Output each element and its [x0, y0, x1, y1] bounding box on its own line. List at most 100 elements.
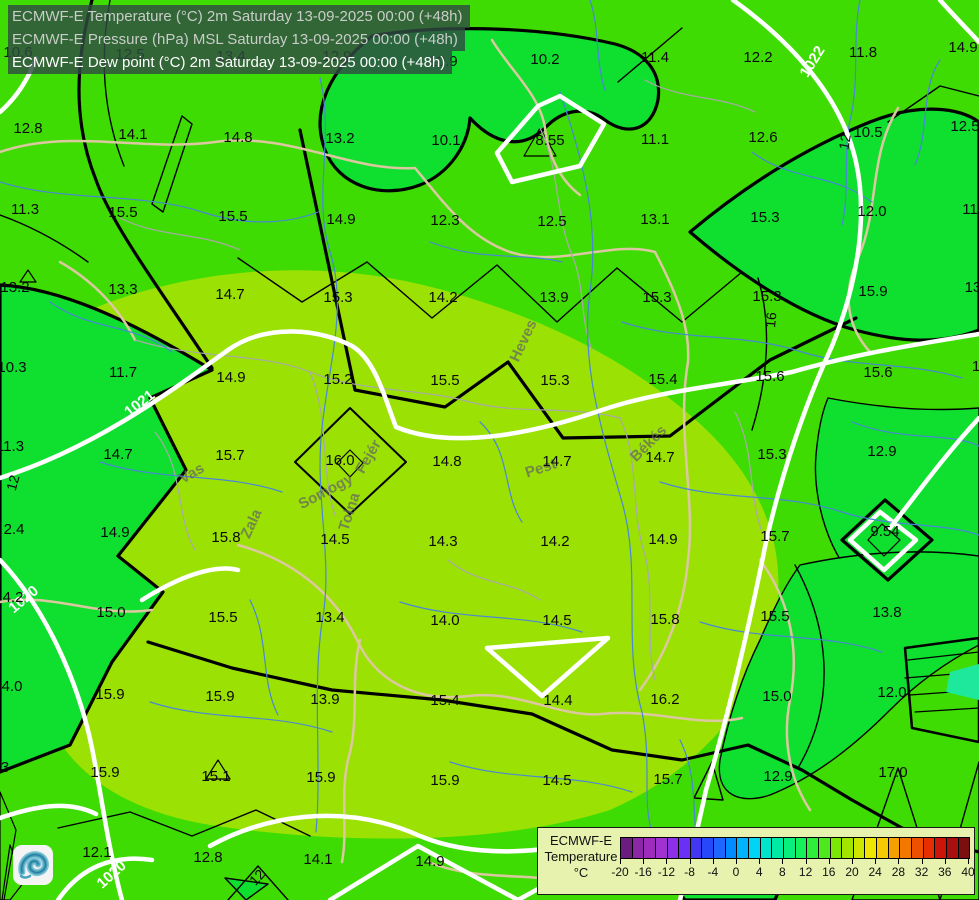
max-marker-triangle: [205, 759, 231, 780]
max-marker-diamond: [336, 449, 364, 478]
temp-value-label: 4.2: [3, 589, 24, 606]
county-border-gray2: [309, 371, 336, 516]
temp-value-label: 11.3: [0, 438, 24, 455]
temp-value-label: 14.1: [303, 851, 332, 868]
legend-color-cell: [632, 838, 645, 858]
temp-value-label: 14.7: [103, 446, 132, 463]
temp-value-label: 16.0: [325, 452, 354, 469]
legend-color-cell: [923, 838, 936, 858]
legend-color-cell: [655, 838, 668, 858]
legend-tick: [944, 859, 946, 864]
legend-colorbar: [620, 837, 970, 859]
temp-value-label: 13.8: [872, 604, 901, 621]
dewpoint-contour-thin4: [617, 27, 979, 123]
temp-value-label: 1: [972, 358, 979, 375]
county-border-tan8: [340, 638, 362, 864]
temp-value-label: 15.0: [96, 604, 125, 621]
temp-value-label: 12.1: [82, 844, 111, 861]
temp-value-label: 15.4: [648, 371, 677, 388]
temp-value-label: 15.0: [762, 688, 791, 705]
temp-value-label: 11: [962, 201, 978, 218]
legend-tick-label: 8: [779, 865, 786, 879]
legend-tick: [898, 859, 900, 864]
dewpoint-contour-thin2: [0, 214, 89, 263]
temp-value-label: 14.5: [542, 772, 571, 789]
temp-value-label: 15.5: [208, 609, 237, 626]
legend-color-cell: [888, 838, 901, 858]
legend-unit: °C: [573, 865, 589, 880]
legend-color-cell: [749, 838, 761, 858]
temp-value-label: 15.3: [750, 209, 779, 226]
temp-value-label: 11.3: [11, 201, 39, 218]
legend-color-cell: [912, 838, 924, 858]
temp-value-label: 15.1: [201, 768, 230, 785]
header-dewpoint-line: ECMWF-E Dew point (°C) 2m Saturday 13-09…: [8, 51, 453, 74]
temp-value-label: 2.4: [4, 521, 25, 538]
temp-value-label: 15.6: [863, 364, 892, 381]
temp-value-label: 13.3: [108, 281, 137, 298]
legend-model-name: ECMWF-E: [549, 833, 613, 848]
legend-tick-label: 20: [845, 865, 859, 879]
temperature-legend: ECMWF-E Temperature °C -20 -16 -12 -8 -4 0 4 8 1…: [537, 827, 975, 895]
temp-value-label: 13.9: [539, 289, 568, 306]
temp-value-label: 15.7: [760, 528, 789, 545]
legend-color-cell: [783, 838, 796, 858]
temp-value-label: 14.5: [542, 612, 571, 629]
temp-value-label: 14.4: [543, 692, 572, 709]
cold-spot-contour-lines: [904, 651, 979, 713]
forecast-header: ECMWF-E Temperature (°C) 2m Saturday 13-…: [8, 5, 470, 74]
dewpoint-contour-main: [298, 128, 858, 440]
warm-sliver-west-edge1: [0, 791, 17, 900]
legend-tick: [828, 859, 830, 864]
legend-tick: [736, 859, 737, 864]
temp-value-label: 12.8: [193, 849, 222, 866]
county-border-gray6: [734, 411, 763, 533]
temp-value-label: 12.0: [857, 203, 886, 220]
isobar-loop-east: [847, 509, 919, 573]
legend-color-cell: [958, 838, 970, 858]
county-border-tan1: [0, 139, 690, 364]
temp-value-label: 14.1: [118, 126, 147, 143]
temp-value-label: 14.2: [428, 289, 457, 306]
temp-value-label: 15.2: [323, 371, 352, 388]
legend-tick-label: 36: [938, 865, 952, 879]
temp-value-label: 15.3: [757, 446, 786, 463]
temp-value-label: 13.9: [310, 691, 339, 708]
legend-color-cell: [946, 838, 959, 858]
isobar-1022: [677, 0, 864, 900]
temp-value-label: 13.2: [0, 279, 29, 296]
cool-blob-top-right: [688, 107, 979, 342]
temp-value-label: 11.8: [849, 44, 877, 61]
legend-color-cell: [842, 838, 854, 858]
legend-tick-label: 28: [891, 865, 906, 879]
temp-value-label: 9.54: [870, 523, 899, 540]
temp-value-label: 3: [1, 759, 9, 776]
temp-value-label: 15.3: [642, 289, 671, 306]
legend-tick: [712, 859, 714, 864]
legend-color-cell: [725, 838, 738, 858]
legend-title: ECMWF-E Temperature °C: [542, 833, 620, 881]
cool-tongue-southeast: [718, 551, 979, 800]
legend-tick-label: 0: [732, 865, 740, 879]
county-border-tan10: [58, 260, 137, 342]
temp-value-label: 14.9: [648, 531, 677, 548]
contour-value-label: 12: [835, 133, 853, 151]
legend-color-cell: [807, 838, 819, 858]
temp-value-label: 15.3: [323, 289, 352, 306]
temp-value-label: 10.3: [0, 359, 27, 376]
legend-tick-label: -8: [684, 865, 695, 879]
temp-value-label: 12.5: [537, 213, 566, 230]
legend-tick: [852, 859, 853, 864]
met-spiral-logo[interactable]: [13, 845, 53, 885]
temp-value-label: 14.9: [948, 39, 977, 56]
legend-tick-label: -16: [634, 865, 652, 879]
legend-color-cell: [830, 838, 843, 858]
temp-value-label: 12.9: [763, 768, 792, 785]
legend-tick: [759, 859, 761, 864]
temp-value-label: 15.7: [215, 447, 244, 464]
temp-value-label: 15.6: [755, 368, 784, 385]
legend-color-cell: [690, 838, 703, 858]
legend-tick-label: 12: [798, 865, 813, 879]
legend-tick: [921, 859, 923, 864]
